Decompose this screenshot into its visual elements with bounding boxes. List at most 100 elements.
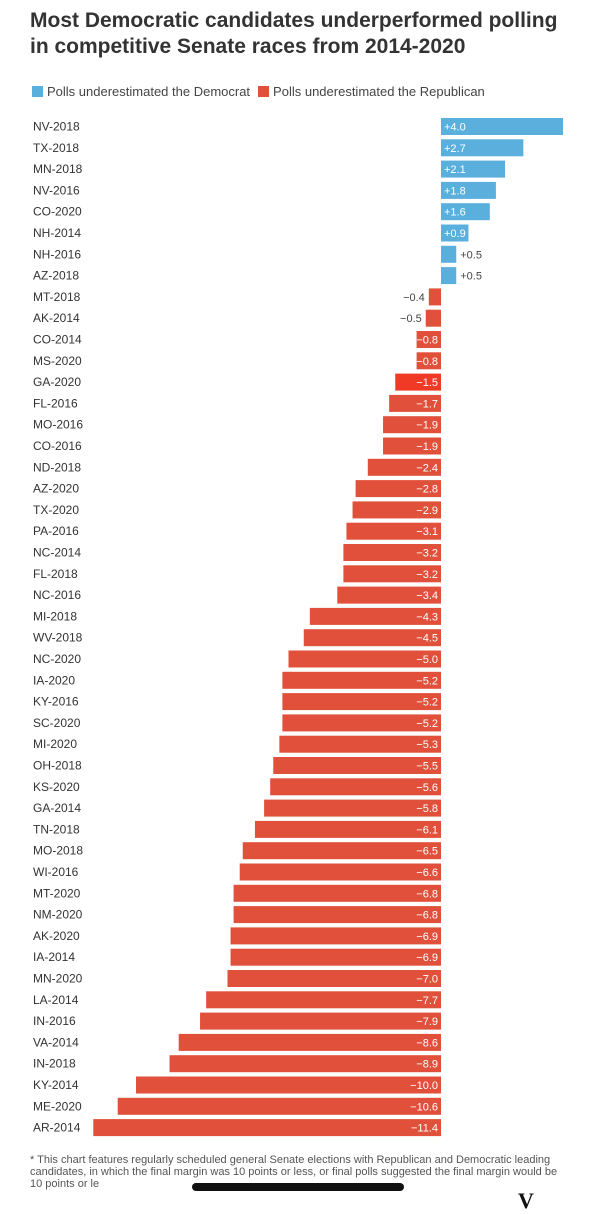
category-label-in-2018: IN-2018 [33,1057,76,1071]
bar-chart: NV-2018 +4.0 TX-2018 +2.7 MN-2018 +2.1 NV-2016… [33,118,563,1137]
category-label-ms-2020: MS-2020 [33,354,82,368]
bar-nv-2018 [441,118,563,135]
category-label-mo-2018: MO-2018 [33,844,83,858]
bar-me-2020 [117,1097,441,1115]
bar-wv-2018 [303,629,441,647]
value-label-ky-2014: −10.0 [410,1080,438,1092]
bar-fl-2018 [343,565,441,583]
value-label-ky-2016: −5.2 [416,697,438,709]
category-label-tx-2018: TX-2018 [33,141,79,155]
value-label-mn-2020: −7.0 [416,974,438,986]
value-label-ga-2020: −1.5 [416,377,438,389]
category-label-wi-2016: WI-2016 [33,865,79,879]
bar-mi-2020 [279,735,441,753]
bar-co-2014 [416,331,441,348]
bar-ia-2020 [282,671,441,689]
category-label-mt-2020: MT-2020 [33,886,81,900]
vox-logo-fragment: V [518,1188,534,1213]
category-label-az-2020: AZ-2020 [33,482,79,496]
bar-az-2018 [441,267,457,285]
category-label-nc-2020: NC-2020 [33,652,81,666]
value-label-mo-2016: −1.9 [416,420,438,432]
category-label-ia-2020: IA-2020 [33,673,75,687]
bar-mn-2018 [441,160,506,178]
chart-title: Most Democratic candidates underperforme… [30,9,558,58]
legend-item-republican: Polls underestimated the Republican [258,84,485,99]
category-label-ga-2014: GA-2014 [33,801,81,815]
category-label-fl-2016: FL-2016 [33,396,78,410]
category-label-ak-2014: AK-2014 [33,311,80,325]
legend-item-democrat: Polls underestimated the Democrat [32,84,250,99]
value-label-me-2020: −10.6 [410,1101,438,1113]
category-label-mn-2020: MN-2020 [33,972,83,986]
value-label-co-2020: +1.6 [444,207,466,219]
value-label-wi-2016: −6.6 [416,867,438,879]
value-label-fl-2018: −3.2 [416,569,438,581]
category-label-nh-2016: NH-2016 [33,247,81,261]
category-label-nv-2016: NV-2016 [33,183,80,197]
category-label-co-2016: CO-2016 [33,439,82,453]
category-label-nv-2018: NV-2018 [33,120,80,134]
value-label-wv-2018: −4.5 [416,633,438,645]
bar-tx-2020 [352,501,441,519]
value-label-nd-2018: −2.4 [416,462,438,474]
value-label-ia-2014: −6.9 [416,952,438,964]
bar-tx-2018 [441,139,524,157]
bar-nc-2016 [337,586,441,604]
value-label-sc-2020: −5.2 [416,718,438,730]
category-label-mi-2018: MI-2018 [33,609,77,623]
category-label-ia-2014: IA-2014 [33,950,75,964]
category-label-nc-2016: NC-2016 [33,588,81,602]
value-label-ia-2020: −5.2 [416,675,438,687]
value-label-in-2016: −7.9 [416,1016,438,1028]
bar-ms-2020 [416,352,441,370]
bar-ar-2014 [93,1119,442,1137]
category-label-pa-2016: PA-2016 [33,524,79,538]
category-label-ks-2020: KS-2020 [33,780,80,794]
value-label-nm-2020: −6.8 [416,910,438,922]
bar-wi-2016 [239,863,441,881]
category-label-nm-2020: NM-2020 [33,908,83,922]
bar-ga-2014 [264,799,441,817]
category-label-tn-2018: TN-2018 [33,822,80,836]
category-label-mo-2016: MO-2016 [33,418,83,432]
bar-nv-2016 [441,181,496,199]
category-label-la-2014: LA-2014 [33,993,79,1007]
bar-ak-2020 [230,927,441,945]
category-label-in-2016: IN-2016 [33,1014,76,1028]
legend-label-democrat: Polls underestimated the Democrat [47,84,251,99]
category-label-mt-2018: MT-2018 [33,290,81,304]
category-label-co-2014: CO-2014 [33,333,82,347]
value-label-ms-2020: −0.8 [416,356,438,368]
bar-in-2018 [169,1055,442,1073]
value-label-co-2016: −1.9 [416,441,438,453]
bar-co-2020 [441,203,490,221]
bar-nm-2020 [233,906,441,924]
category-label-va-2014: VA-2014 [33,1035,79,1049]
value-label-co-2014: −0.8 [416,335,438,347]
bar-fl-2016 [389,394,441,412]
category-label-nd-2018: ND-2018 [33,460,81,474]
value-label-in-2018: −8.9 [416,1059,438,1071]
bar-az-2020 [355,480,441,498]
category-label-ky-2014: KY-2014 [33,1078,79,1092]
category-label-ky-2016: KY-2016 [33,695,79,709]
category-label-co-2020: CO-2020 [33,205,82,219]
value-label-mi-2020: −5.3 [416,739,438,751]
bar-pa-2016 [346,522,441,540]
redaction-scribble [192,1183,404,1191]
bar-ky-2014 [136,1076,441,1094]
bar-ga-2020 [395,373,441,391]
bar-ky-2016 [282,693,441,711]
value-label-mo-2018: −6.5 [416,846,438,858]
bar-mt-2020 [233,884,441,902]
bar-la-2014 [206,991,441,1009]
value-label-nc-2020: −5.0 [416,654,438,666]
value-label-az-2018: +0.5 [460,271,482,283]
bar-mo-2018 [242,842,441,860]
category-label-ak-2020: AK-2020 [33,929,80,943]
category-label-me-2020: ME-2020 [33,1099,82,1113]
value-label-pa-2016: −3.1 [416,526,438,538]
value-label-mi-2018: −4.3 [416,611,438,623]
value-label-nv-2016: +1.8 [444,185,466,197]
